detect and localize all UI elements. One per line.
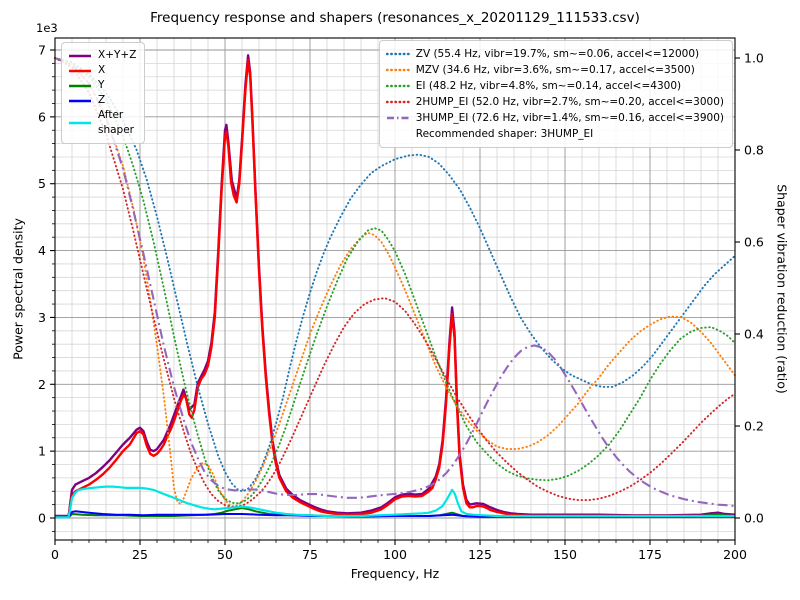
y-left-tick-label: 0: [38, 511, 46, 526]
x-tick-label: 175: [638, 547, 662, 562]
legend-item-mzv-label: MZV (34.6 Hz, vibr=3.6%, sm~=0.17, accel…: [415, 64, 695, 76]
y-left-tick-label: 5: [38, 176, 46, 191]
series-3hump-ei-line: [54, 57, 736, 508]
legend-psd-curves: X+Y+Z X Y Z After shaper: [61, 42, 146, 144]
recommended-shaper-note: Recommended shaper: 3HUMP_EI: [415, 128, 594, 140]
x-tick-label: 75: [302, 547, 318, 562]
x-tick-label: 0: [51, 547, 59, 562]
y-left-tick-label: 6: [38, 109, 46, 124]
legend-item-zv: ZV (55.4 Hz, vibr=19.7%, sm~=0.06, accel…: [385, 46, 724, 62]
legend-item-after-shaper: After shaper: [68, 108, 136, 138]
series-after-shaper-line: [55, 485, 735, 519]
x-tick-label: 50: [217, 547, 233, 562]
y-axis-label-left: Power spectral density: [10, 218, 26, 360]
legend-line-sample: [385, 84, 410, 88]
legend-item-ei: EI (48.2 Hz, vibr=4.8%, sm~=0.14, accel<…: [385, 78, 724, 94]
legend-line-sample: [69, 121, 91, 125]
y-left-tick-label: 4: [38, 243, 46, 258]
legend-line-sample: [69, 99, 91, 102]
y-right-tick-label: 0.6: [744, 235, 764, 250]
y-left-tick-label: 2: [38, 377, 46, 392]
legend-item-z-label: Z: [98, 94, 106, 106]
series-ei-line: [54, 57, 736, 505]
series-mzv-line: [54, 57, 736, 508]
legend-line-sample: [69, 54, 91, 57]
y-left-tick-label: 3: [38, 310, 46, 325]
legend-line-sample: [385, 100, 410, 104]
x-axis-label: Frequency, Hz: [350, 566, 440, 581]
legend-item-x-y-z: X+Y+Z: [68, 48, 136, 63]
legend-item-2hump-ei: 2HUMP_EI (52.0 Hz, vibr=2.7%, sm~=0.20, …: [385, 94, 724, 110]
legend-line-sample: [385, 52, 410, 56]
y-left-tick-label: 1: [38, 444, 46, 459]
x-tick-label: 200: [723, 547, 747, 562]
chart-title: Frequency response and shapers (resonanc…: [150, 10, 640, 26]
series-zv-line: [54, 57, 736, 493]
x-tick-label: 25: [132, 547, 148, 562]
y-right-tick-label: 0.8: [744, 143, 764, 158]
legend-line-sample: [386, 116, 409, 120]
y-axis-label-right: Shaper vibration reduction (ratio): [774, 184, 790, 394]
legend-item-3hump-ei: 3HUMP_EI (72.6 Hz, vibr=1.4%, sm~=0.16, …: [386, 110, 724, 126]
y-axis-offset-text: 1e3: [36, 21, 58, 35]
legend-line-sample: [69, 69, 91, 72]
legend-item-x-label: X: [98, 64, 106, 76]
legend-item-zv-label: ZV (55.4 Hz, vibr=19.7%, sm~=0.06, accel…: [415, 48, 700, 60]
legend-item-ei-label: EI (48.2 Hz, vibr=4.8%, sm~=0.14, accel<…: [415, 80, 682, 92]
legend-item-2hump-ei-label: 2HUMP_EI (52.0 Hz, vibr=2.7%, sm~=0.20, …: [415, 96, 724, 108]
legend-line-sample: [385, 68, 410, 72]
legend-item-y: Y: [68, 78, 136, 93]
legend-item-mzv: MZV (34.6 Hz, vibr=3.6%, sm~=0.17, accel…: [385, 62, 724, 78]
legend-item-3hump-ei-label: 3HUMP_EI (72.6 Hz, vibr=1.4%, sm~=0.16, …: [415, 112, 724, 124]
series-2hump-ei-line: [54, 57, 736, 508]
x-tick-label: 125: [468, 547, 492, 562]
y-right-tick-label: 0.4: [744, 327, 764, 342]
y-left-tick-label: 7: [38, 43, 46, 58]
y-right-tick-label: 0.2: [744, 419, 764, 434]
legend-item-x: X: [68, 63, 136, 78]
legend-shapers: ZV (55.4 Hz, vibr=19.7%, sm~=0.06, accel…: [378, 40, 733, 148]
y-right-tick-label: 0.0: [744, 511, 764, 526]
series-x-line: [55, 58, 735, 518]
legend-line-sample: [69, 84, 91, 87]
legend-item-x-y-z-label: X+Y+Z: [98, 49, 137, 61]
legend-item-y-label: Y: [98, 79, 105, 91]
x-tick-label: 100: [383, 547, 407, 562]
y-right-tick-label: 1.0: [744, 51, 764, 66]
legend-item-z: Z: [68, 93, 136, 108]
legend-item-after-shaper-label: After shaper: [98, 109, 135, 136]
x-tick-label: 150: [553, 547, 577, 562]
